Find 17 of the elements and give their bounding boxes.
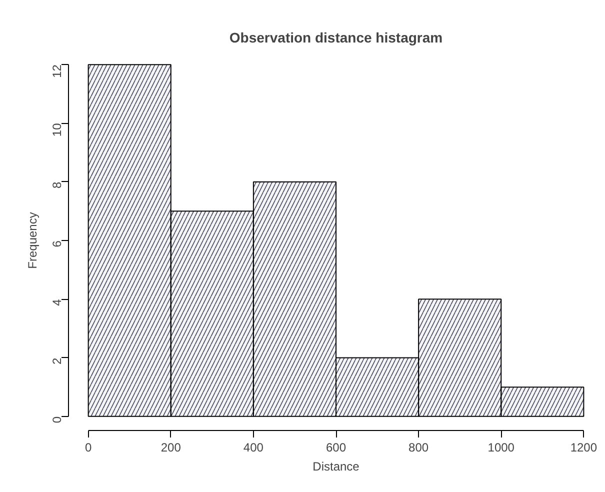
y-tick-label: 0 — [50, 416, 64, 424]
x-tick-label: 400 — [243, 440, 264, 454]
chart-title: Observation distance histagram — [229, 30, 443, 46]
x-axis-title: Distance — [312, 460, 360, 474]
y-tick-label: 6 — [50, 240, 64, 248]
x-tick-label: 1200 — [570, 440, 598, 454]
y-tick-label: 12 — [50, 64, 64, 78]
y-tick-label: 10 — [50, 122, 64, 137]
y-tick-label: 2 — [50, 357, 64, 364]
x-tick-label: 800 — [408, 440, 429, 454]
y-tick-label: 4 — [50, 298, 64, 306]
y-axis-title: Frequency — [26, 212, 40, 269]
y-tick-label: 8 — [50, 182, 64, 189]
x-tick-label: 200 — [160, 440, 182, 454]
x-tick-label: 0 — [84, 440, 92, 454]
x-tick-label: 600 — [326, 440, 346, 454]
x-tick-label: 1000 — [488, 440, 515, 454]
